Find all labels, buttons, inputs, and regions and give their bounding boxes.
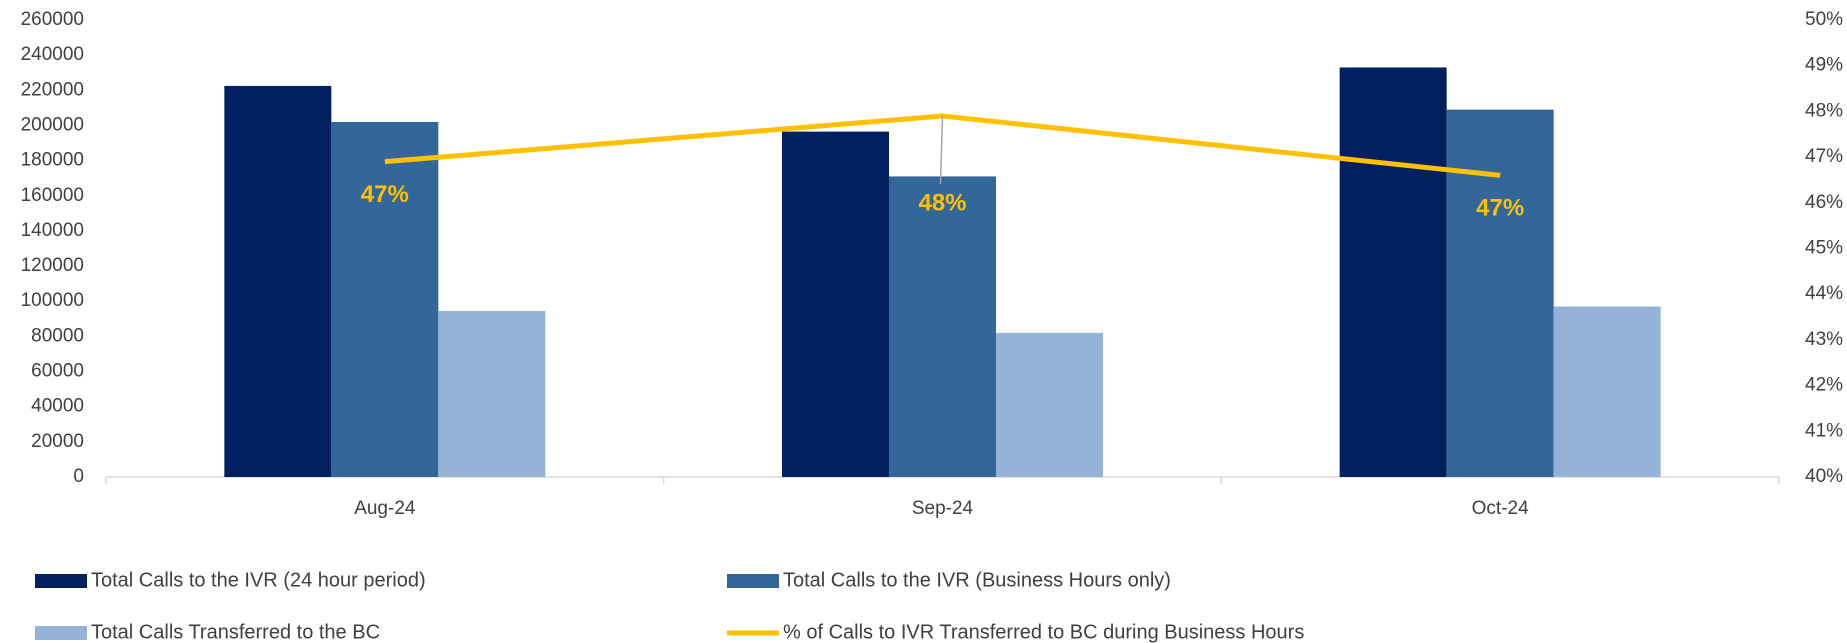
y2-tick-label: 40% <box>1805 466 1843 487</box>
legend-label: Total Calls to the IVR (24 hour period) <box>91 569 426 591</box>
leader-line <box>939 115 944 184</box>
y-tick-label: 180000 <box>21 150 84 171</box>
bar <box>889 176 996 477</box>
y-tick-label: 140000 <box>21 220 84 241</box>
bar <box>438 310 546 477</box>
x-tick-label: Sep-24 <box>912 498 974 519</box>
y-tick-label: 240000 <box>21 44 84 65</box>
bar <box>996 332 1103 477</box>
y2-tick-label: 48% <box>1805 100 1843 121</box>
bar <box>331 121 439 477</box>
x-tick-label: Oct-24 <box>1472 498 1529 519</box>
y-tick-label: 200000 <box>21 114 84 135</box>
legend-swatch <box>35 574 87 588</box>
y-tick-label: 40000 <box>31 396 84 417</box>
y2-tick-label: 50% <box>1805 9 1843 30</box>
legend-swatch <box>35 626 87 640</box>
y-tick-label: 0 <box>73 466 84 487</box>
y-tick-label: 60000 <box>31 361 84 382</box>
bar <box>1446 109 1554 478</box>
y2-tick-label: 41% <box>1805 420 1843 441</box>
bar <box>1553 306 1661 477</box>
y2-tick-label: 47% <box>1805 146 1843 167</box>
data-label: 47% <box>1476 195 1524 222</box>
y2-tick-label: 42% <box>1805 375 1843 396</box>
y-tick-label: 160000 <box>21 185 84 206</box>
data-label: 47% <box>361 181 409 208</box>
bar <box>782 131 889 477</box>
legend-label: Total Calls to the IVR (Business Hours o… <box>783 569 1171 591</box>
y2-tick-label: 46% <box>1805 192 1843 213</box>
legend-swatch <box>727 574 779 588</box>
x-tick-label: Aug-24 <box>354 498 416 519</box>
y-tick-label: 20000 <box>31 431 84 452</box>
legend-label: Total Calls Transferred to the BC <box>91 621 380 643</box>
y-tick-label: 100000 <box>21 290 84 311</box>
y-tick-label: 120000 <box>21 255 84 276</box>
y2-tick-label: 49% <box>1805 55 1843 76</box>
y-tick-label: 80000 <box>31 325 84 346</box>
y2-tick-label: 44% <box>1805 283 1843 304</box>
data-label: 48% <box>918 189 966 216</box>
legend-label: % of Calls to IVR Transferred to BC duri… <box>783 621 1304 643</box>
y2-tick-label: 43% <box>1805 329 1843 350</box>
y-tick-label: 220000 <box>21 79 84 100</box>
y2-tick-label: 45% <box>1805 238 1843 259</box>
bar <box>1339 67 1447 477</box>
bar <box>224 85 332 478</box>
y-tick-label: 260000 <box>21 9 84 30</box>
